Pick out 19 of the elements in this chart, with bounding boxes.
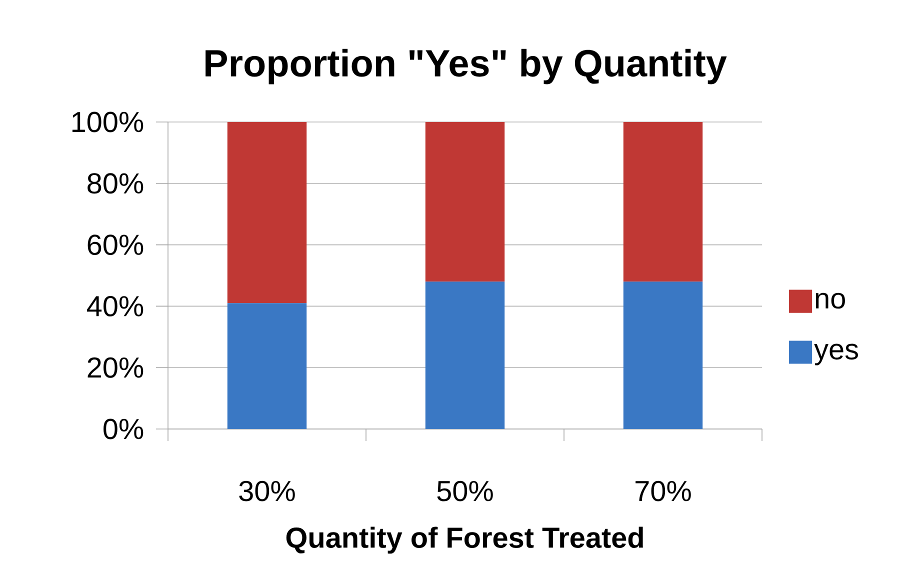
bar: [227, 303, 307, 429]
bar: [425, 122, 505, 282]
x-tick-label: 70%: [636, 480, 691, 502]
bar: [227, 122, 307, 304]
y-tick-label: 80%: [88, 173, 144, 194]
y-tick-label: 60%: [88, 234, 144, 256]
legend-label: no: [816, 292, 845, 309]
legend-label: yes: [814, 344, 858, 366]
y-tick-label: 100%: [72, 112, 144, 132]
bar: [623, 122, 703, 282]
chart-title: Proportion "Yes" by Quantity: [206, 48, 727, 84]
bar: [425, 282, 505, 429]
y-tick-label: 0%: [104, 418, 144, 440]
x-axis-title: Quantity of Forest Treated: [286, 526, 643, 554]
bar: [623, 282, 703, 429]
y-tick-label: 40%: [87, 296, 144, 316]
x-tick-label: 50%: [437, 480, 493, 502]
x-tick-label: 30%: [239, 480, 295, 502]
y-tick-label: 20%: [88, 357, 144, 378]
